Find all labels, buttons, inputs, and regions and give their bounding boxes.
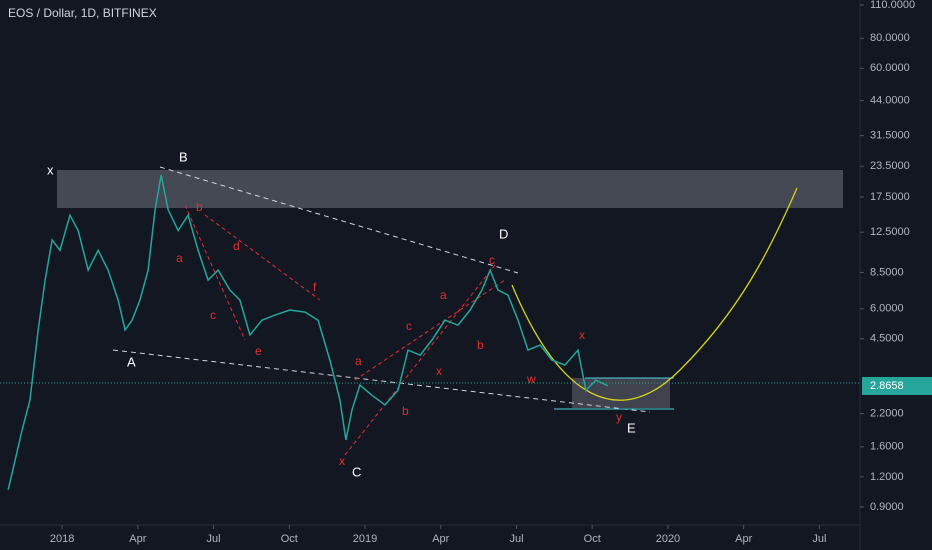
x-tick-label: Apr bbox=[735, 533, 752, 545]
price-tag-label: 2.8658 bbox=[870, 380, 904, 392]
wave-label: x bbox=[47, 162, 54, 177]
sub-wave-label: a bbox=[176, 251, 183, 265]
y-tick-label: 23.5000 bbox=[870, 160, 910, 172]
sub-wave-label: x bbox=[579, 328, 585, 342]
x-tick-label: Jul bbox=[509, 533, 523, 545]
sub-wave-label: w bbox=[526, 372, 536, 386]
wave-label: E bbox=[627, 420, 636, 435]
y-tick-label: 8.5000 bbox=[870, 266, 904, 278]
wave-label: B bbox=[179, 149, 188, 164]
sub-wave-label: a bbox=[440, 288, 447, 302]
y-tick-label: 12.5000 bbox=[870, 226, 910, 238]
y-tick-label: 1.2000 bbox=[870, 471, 904, 483]
x-tick-label: Apr bbox=[432, 533, 449, 545]
resistance-zone bbox=[57, 170, 843, 208]
x-tick-label: 2018 bbox=[50, 533, 74, 545]
chart-title: EOS / Dollar, 1D, BITFINEX bbox=[8, 6, 157, 20]
price-tag bbox=[862, 376, 932, 395]
y-tick-label: 44.0000 bbox=[870, 95, 910, 107]
x-tick-label: 2020 bbox=[656, 533, 680, 545]
y-tick-label: 60.0000 bbox=[870, 62, 910, 74]
y-tick-label: 0.9000 bbox=[870, 501, 904, 513]
projection-curve bbox=[511, 187, 798, 401]
wave-labels: x B A C D E b a d c e f x a b c x a b c … bbox=[47, 149, 636, 479]
y-tick-label: 80.0000 bbox=[870, 32, 910, 44]
x-tick-label: Oct bbox=[584, 533, 601, 545]
sub-wave-label: b bbox=[402, 404, 409, 418]
wave-label: C bbox=[352, 464, 361, 479]
sub-wave-label: d bbox=[233, 239, 240, 253]
trendline bbox=[112, 349, 651, 413]
wave-label: D bbox=[499, 226, 508, 241]
sub-wave-label: x bbox=[339, 454, 345, 468]
x-tick-label: 2019 bbox=[353, 533, 377, 545]
price-line bbox=[7, 174, 609, 491]
sub-wave-label: c bbox=[210, 308, 216, 322]
wave-label: A bbox=[127, 354, 136, 369]
sub-wave-label: c bbox=[406, 319, 412, 333]
y-tick-label: 6.0000 bbox=[870, 303, 904, 315]
y-tick-label: 4.5000 bbox=[870, 333, 904, 345]
sub-wave-label: a bbox=[355, 354, 362, 368]
x-tick-label: Jul bbox=[812, 533, 826, 545]
y-tick-label: 31.5000 bbox=[870, 130, 910, 142]
y-tick-label: 17.5000 bbox=[870, 191, 910, 203]
y-tick-label: 110.0000 bbox=[870, 0, 915, 11]
sub-wave-label: y bbox=[616, 410, 622, 424]
sub-wave-label: b bbox=[196, 200, 203, 214]
sub-wave-label: b bbox=[477, 338, 484, 352]
y-tick-label: 1.6000 bbox=[870, 441, 904, 453]
sub-wave-label: f bbox=[313, 280, 317, 294]
sub-wave-label: e bbox=[255, 344, 262, 358]
x-tick-label: Oct bbox=[281, 533, 298, 545]
sub-wave-label: x bbox=[436, 364, 442, 378]
x-tick-label: Jul bbox=[207, 533, 221, 545]
sub-wave-label: c bbox=[489, 253, 495, 267]
x-tick-label: Apr bbox=[129, 533, 146, 545]
y-tick-label: 2.2000 bbox=[870, 407, 904, 419]
